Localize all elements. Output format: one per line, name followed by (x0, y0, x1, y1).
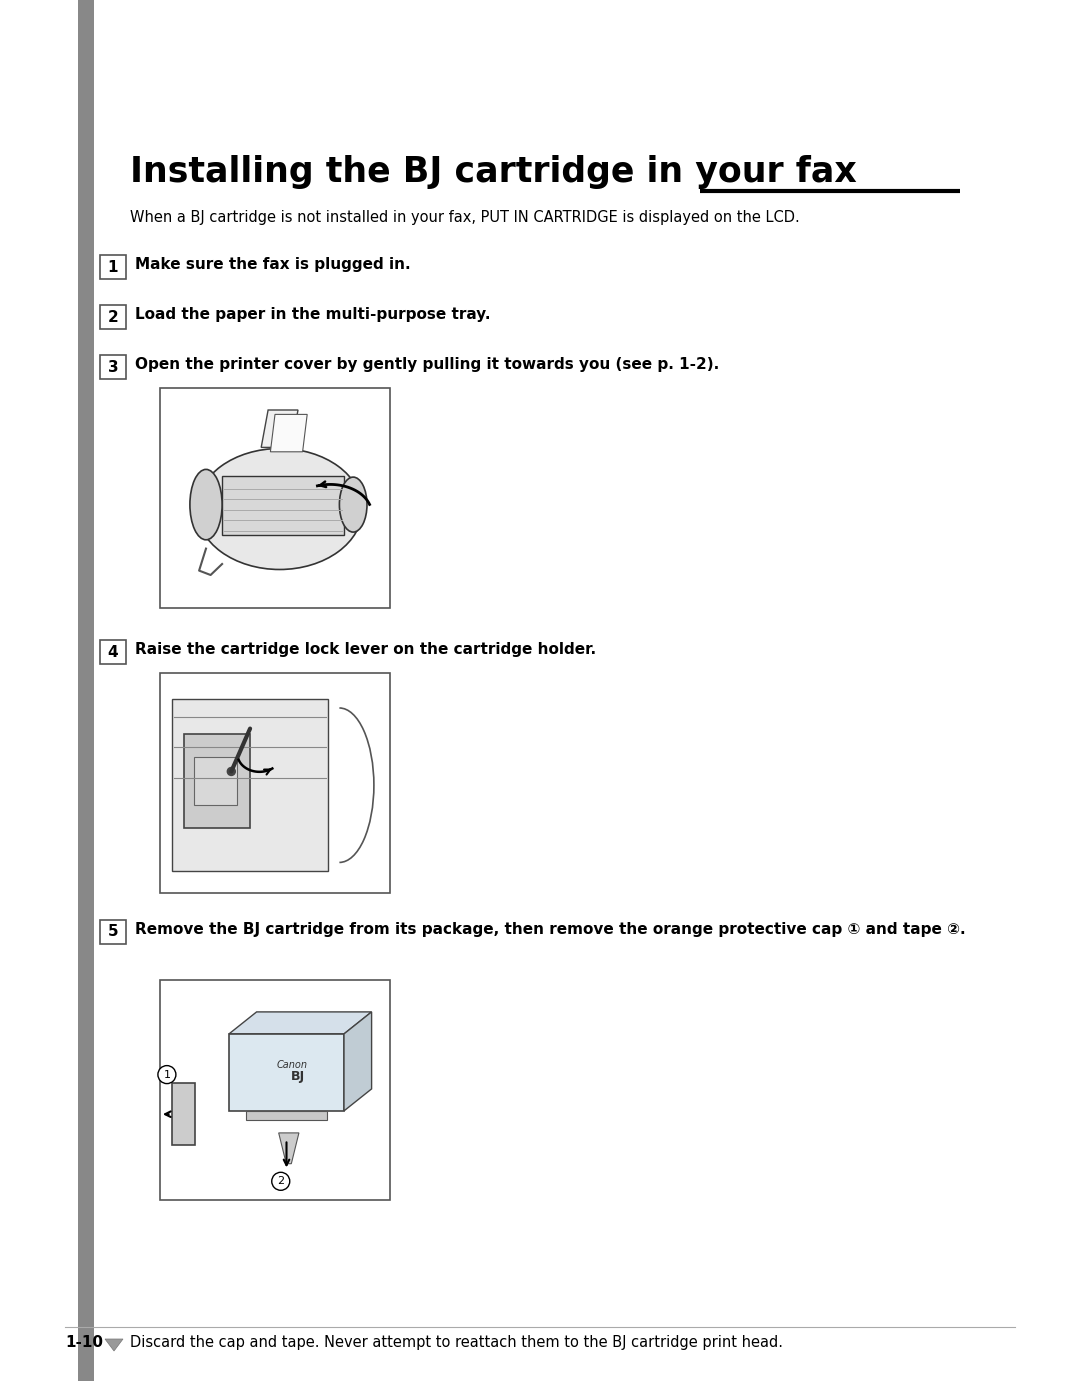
Bar (172, 699, 328, 871)
Ellipse shape (190, 470, 222, 540)
Text: Installing the BJ cartridge in your fax: Installing the BJ cartridge in your fax (130, 155, 856, 189)
Text: 1: 1 (108, 260, 118, 275)
Bar (229, 1034, 345, 1110)
Ellipse shape (339, 476, 367, 532)
Ellipse shape (197, 449, 363, 569)
Polygon shape (345, 1012, 372, 1110)
Bar (100, 920, 126, 945)
Bar (78, 0, 94, 1381)
Polygon shape (270, 414, 307, 452)
Bar (100, 639, 126, 664)
Bar (194, 757, 237, 805)
Polygon shape (279, 1132, 299, 1164)
Bar (160, 981, 390, 1200)
Text: Open the printer cover by gently pulling it towards you (see p. 1-2).: Open the printer cover by gently pulling… (135, 358, 719, 371)
Circle shape (272, 1172, 289, 1190)
Bar (100, 355, 126, 378)
Bar (172, 1084, 194, 1145)
Text: Raise the cartridge lock lever on the cartridge holder.: Raise the cartridge lock lever on the ca… (135, 642, 596, 657)
Text: Canon: Canon (276, 1059, 308, 1070)
Text: 1: 1 (163, 1070, 171, 1080)
Bar (160, 673, 390, 894)
Text: 5: 5 (108, 924, 119, 939)
Bar (246, 1110, 327, 1120)
Polygon shape (222, 476, 345, 536)
Text: Make sure the fax is plugged in.: Make sure the fax is plugged in. (135, 257, 410, 272)
Text: 2: 2 (278, 1177, 284, 1186)
Bar (100, 255, 126, 279)
Text: BJ: BJ (291, 1070, 305, 1083)
Circle shape (227, 768, 235, 776)
Text: 1-10: 1-10 (65, 1335, 103, 1351)
Bar (160, 388, 390, 608)
Bar (184, 733, 249, 829)
Text: Remove the BJ cartridge from its package, then remove the orange protective cap : Remove the BJ cartridge from its package… (135, 923, 966, 936)
Bar (100, 305, 126, 329)
Polygon shape (261, 410, 298, 447)
Polygon shape (105, 1340, 123, 1351)
Circle shape (158, 1066, 176, 1084)
Text: Discard the cap and tape. Never attempt to reattach them to the BJ cartridge pri: Discard the cap and tape. Never attempt … (130, 1335, 783, 1351)
Text: When a BJ cartridge is not installed in your fax, PUT IN CARTRIDGE is displayed : When a BJ cartridge is not installed in … (130, 210, 800, 225)
Text: Load the paper in the multi-purpose tray.: Load the paper in the multi-purpose tray… (135, 307, 490, 322)
Text: 3: 3 (108, 359, 119, 374)
Text: 4: 4 (108, 645, 119, 660)
Polygon shape (229, 1012, 372, 1034)
Text: 2: 2 (108, 309, 119, 325)
